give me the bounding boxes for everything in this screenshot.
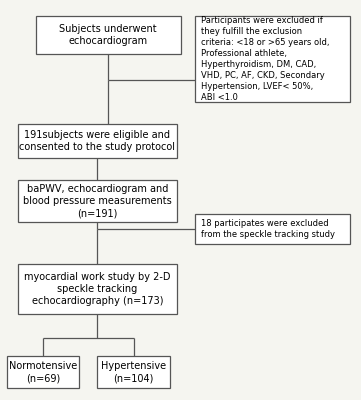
Text: Normotensive
(n=69): Normotensive (n=69) xyxy=(9,361,78,383)
Bar xyxy=(18,180,177,222)
Bar xyxy=(195,16,350,102)
Text: 18 participates were excluded
from the speckle tracking study: 18 participates were excluded from the s… xyxy=(201,219,335,239)
Bar xyxy=(36,16,180,54)
Text: Subjects underwent
echocardiogram: Subjects underwent echocardiogram xyxy=(60,24,157,46)
Bar xyxy=(7,356,79,388)
Text: myocardial work study by 2-D
speckle tracking
echocardiography (n=173): myocardial work study by 2-D speckle tra… xyxy=(24,272,171,306)
Bar xyxy=(18,264,177,314)
Bar xyxy=(195,214,350,244)
Bar xyxy=(97,356,170,388)
Bar xyxy=(18,124,177,158)
Text: baPWV, echocardiogram and
blood pressure measurements
(n=191): baPWV, echocardiogram and blood pressure… xyxy=(23,184,172,218)
Text: 191subjects were eligible and
consented to the study protocol: 191subjects were eligible and consented … xyxy=(19,130,175,152)
Text: Hypertensive
(n=104): Hypertensive (n=104) xyxy=(101,361,166,383)
Text: Participants were excluded if
they fulfill the exclusion
criteria: <18 or >65 ye: Participants were excluded if they fulfi… xyxy=(201,16,330,102)
